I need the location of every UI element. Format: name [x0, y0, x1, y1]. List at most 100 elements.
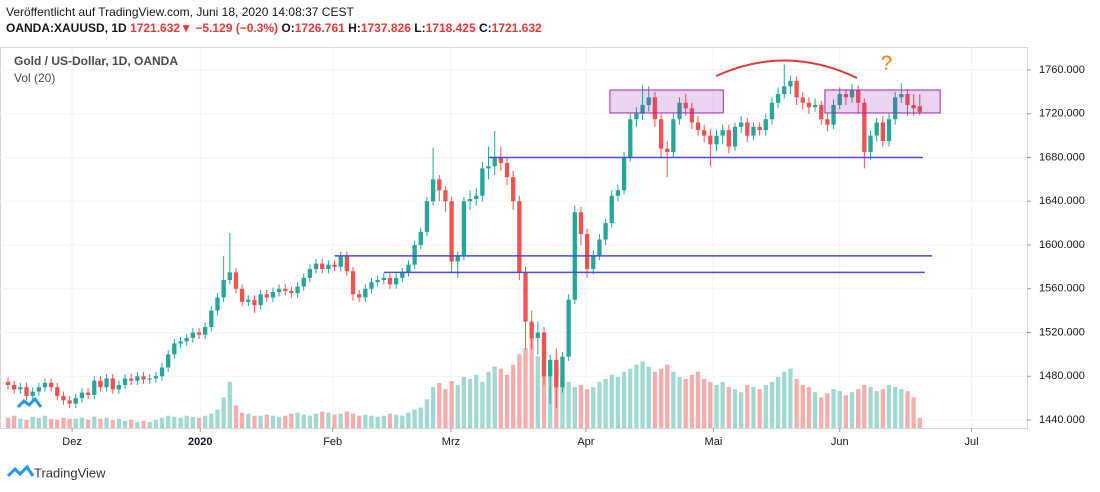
volume-bar — [486, 371, 491, 428]
volume-bar — [788, 368, 793, 428]
candle-body — [320, 263, 325, 270]
x-tick-label: Mai — [705, 436, 723, 448]
candle-body — [98, 380, 103, 388]
candle-body — [295, 286, 300, 294]
volume-bar — [307, 415, 313, 428]
volume-bar — [794, 378, 799, 428]
candle-body — [671, 119, 676, 153]
volume-bar — [209, 413, 214, 428]
candle-body — [782, 86, 787, 95]
candle-body — [529, 321, 534, 338]
volume-bar — [18, 418, 23, 428]
change: −5.129 (−0.3%) — [195, 21, 279, 35]
volume-bar — [893, 387, 898, 428]
candle-body — [714, 135, 719, 145]
candle-body — [591, 255, 596, 270]
candle-body — [307, 269, 313, 278]
volume-bar — [233, 405, 239, 428]
candle-body — [560, 356, 565, 388]
volume-bar — [628, 368, 633, 428]
x-tick-label: Mrz — [442, 436, 460, 448]
volume-bar — [529, 338, 534, 428]
candle-body — [12, 385, 17, 390]
volume-bar — [480, 381, 485, 428]
volume-bar — [899, 389, 904, 428]
candle-body — [720, 130, 725, 136]
volume-bar — [264, 414, 269, 428]
volume-bar — [393, 414, 399, 428]
candle-body — [523, 272, 528, 322]
volume-bar — [418, 407, 423, 428]
candle-body — [609, 195, 614, 224]
volume-bar — [36, 417, 41, 428]
x-tick-label: Apr — [577, 436, 594, 448]
y-tick-label: 1480.000 — [1039, 370, 1085, 382]
candle-body — [899, 94, 904, 98]
volume-bar — [461, 376, 467, 428]
candle-body — [751, 126, 756, 136]
volume-bar — [48, 418, 54, 428]
l-label: L: — [414, 21, 426, 35]
volume-bar — [745, 385, 750, 428]
candle-body — [831, 104, 836, 125]
candle-body — [603, 223, 608, 240]
volume-bar — [646, 366, 651, 428]
volume-bar — [67, 418, 72, 428]
x-tick-label: Dez — [62, 436, 82, 448]
candle-body — [578, 212, 584, 235]
candle-body — [628, 119, 633, 158]
volume-bar — [437, 383, 442, 428]
volume-bar — [609, 374, 614, 428]
volume-bar — [868, 387, 873, 428]
candle-body — [190, 332, 195, 338]
candle-body — [239, 288, 245, 302]
candle-body — [474, 195, 479, 200]
volume-bar — [350, 413, 356, 428]
candle-body — [584, 234, 590, 270]
x-tick-label: Feb — [323, 436, 342, 448]
volume-bar — [166, 415, 171, 428]
candle-body — [726, 130, 731, 147]
candle-body — [344, 255, 350, 272]
candle-body — [424, 201, 430, 232]
candle-body — [757, 126, 762, 131]
volume-bar — [221, 397, 226, 428]
volume-bar — [190, 416, 195, 428]
volume-bar — [276, 416, 282, 428]
volume-bar — [246, 413, 251, 428]
volume-bar — [178, 417, 183, 428]
volume-bar — [862, 385, 867, 428]
candle-body — [227, 272, 232, 280]
candle-body — [42, 382, 48, 388]
volume-bar — [369, 415, 374, 428]
candle-body — [357, 294, 362, 298]
candle-body — [911, 104, 916, 109]
candle-body — [301, 277, 306, 287]
volume-bar — [695, 371, 701, 428]
volume-bar — [73, 418, 78, 428]
volume-bar — [584, 389, 590, 428]
candle-body — [837, 94, 842, 105]
volume-bar — [880, 389, 885, 428]
footer-logo — [6, 464, 35, 478]
volume-bar — [603, 378, 608, 428]
candle-body — [233, 272, 239, 289]
volume-bar — [5, 417, 11, 428]
volume-bar — [757, 389, 762, 428]
candle-body — [92, 380, 97, 395]
candle-body — [246, 299, 251, 302]
volume-bar — [122, 420, 128, 428]
candle-body — [504, 162, 510, 178]
candle-body — [566, 299, 571, 357]
candle-body — [652, 97, 658, 120]
x-tick-label: Jul — [965, 436, 979, 448]
volume-bar — [886, 385, 892, 428]
volume-bar — [196, 417, 202, 428]
candle-body — [159, 367, 165, 377]
volume-bar — [443, 389, 448, 428]
candle-body — [905, 94, 910, 105]
candle-body — [24, 387, 29, 396]
candle-body — [270, 292, 276, 298]
candle-body — [763, 119, 768, 131]
